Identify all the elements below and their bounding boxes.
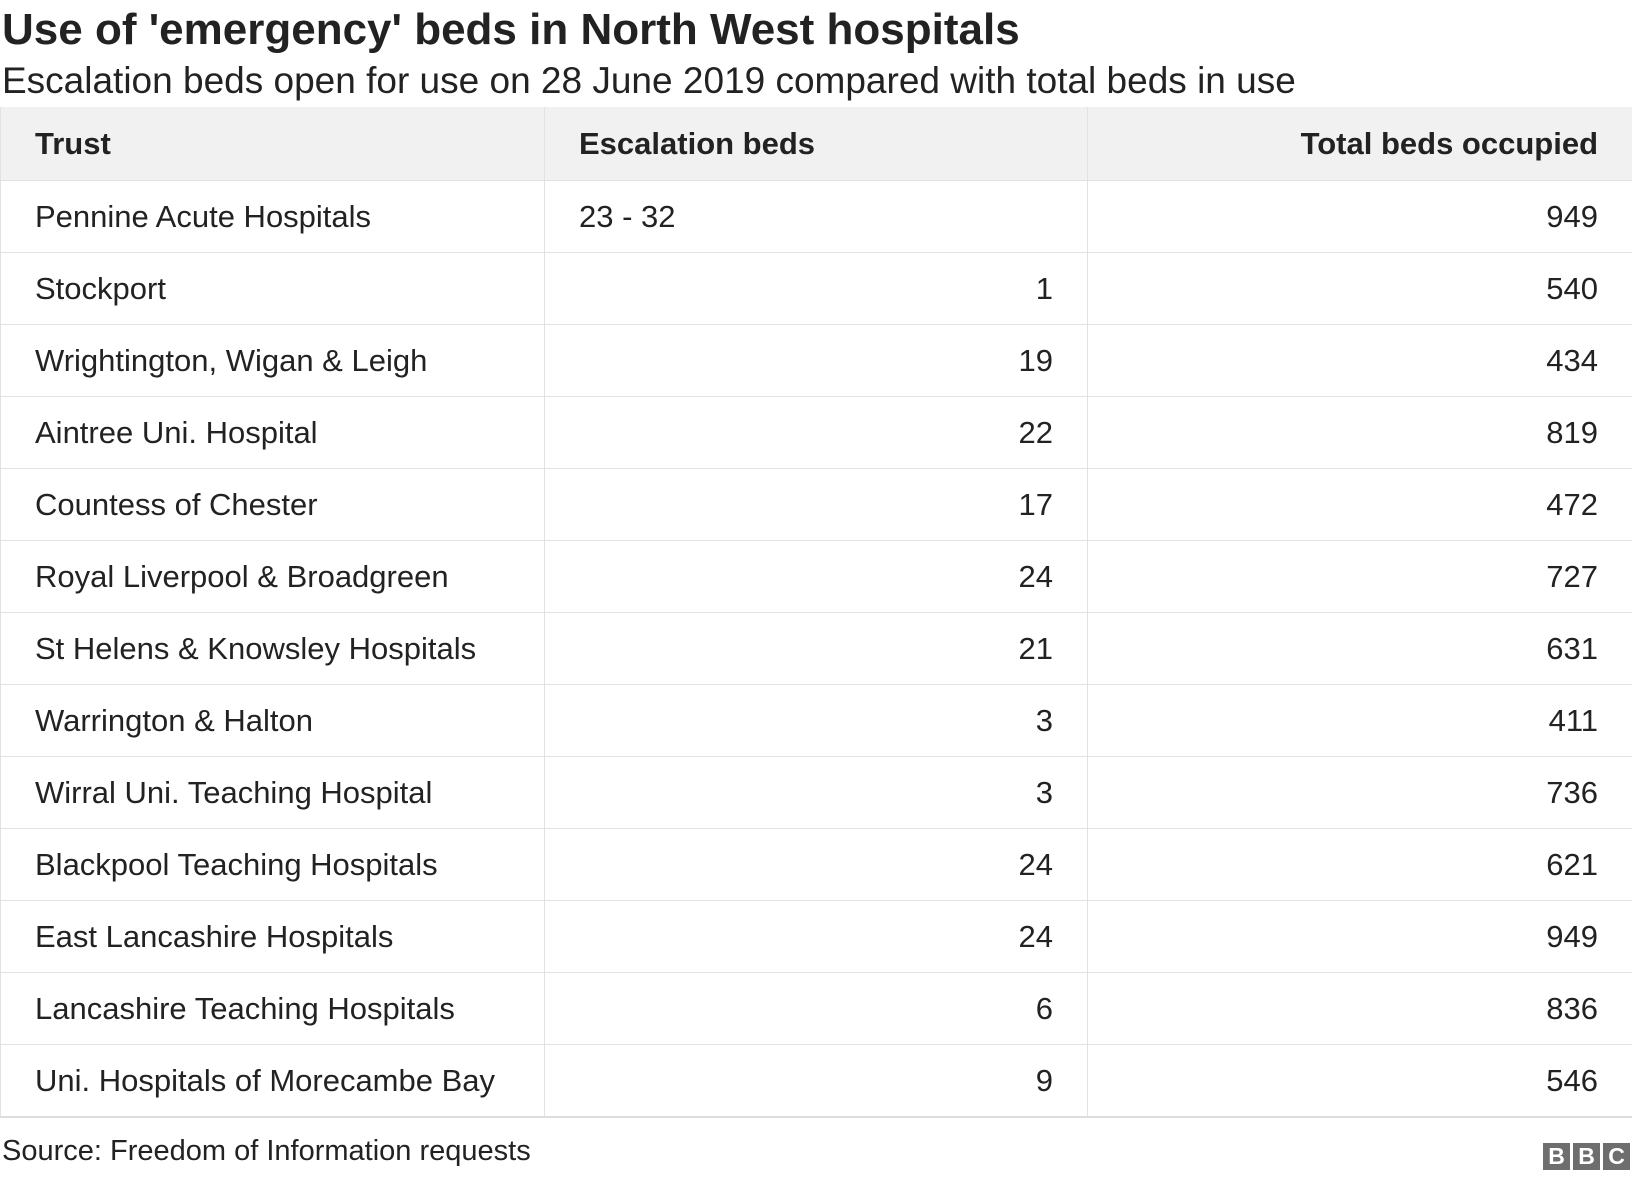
cell-trust: Aintree Uni. Hospital	[0, 396, 545, 469]
cell-total-beds: 736	[1087, 756, 1632, 829]
table-row: Wrightington, Wigan & Leigh 19 434	[0, 324, 1632, 397]
cell-trust: Warrington & Halton	[0, 684, 545, 757]
cell-escalation-beds: 24	[544, 828, 1088, 901]
cell-trust: Royal Liverpool & Broadgreen	[0, 540, 545, 613]
cell-escalation-beds: 3	[544, 756, 1088, 829]
cell-escalation-beds: 24	[544, 540, 1088, 613]
chart-subtitle: Escalation beds open for use on 28 June …	[2, 60, 1296, 101]
table-row: Stockport 1 540	[0, 252, 1632, 325]
data-table-container: Trust Escalation beds Total beds occupie…	[0, 107, 1632, 1118]
table-body: Pennine Acute Hospitals 23 - 32 949 Stockpo…	[0, 180, 1632, 1116]
cell-escalation-beds: 24	[544, 900, 1088, 973]
bbc-logo-letter: B	[1543, 1143, 1570, 1170]
cell-trust: East Lancashire Hospitals	[0, 900, 545, 973]
cell-trust: St Helens & Knowsley Hospitals	[0, 612, 545, 685]
table-row: Countess of Chester 17 472	[0, 468, 1632, 541]
cell-total-beds: 540	[1087, 252, 1632, 325]
table-header: Trust Escalation beds Total beds occupie…	[0, 107, 1632, 181]
cell-trust: Blackpool Teaching Hospitals	[0, 828, 545, 901]
cell-escalation-beds: 22	[544, 396, 1088, 469]
source-note: Source: Freedom of Information requests	[2, 1135, 531, 1167]
table-row: St Helens & Knowsley Hospitals 21 631	[0, 612, 1632, 685]
cell-total-beds: 949	[1087, 900, 1632, 973]
bbc-logo: B B C	[1543, 1143, 1630, 1170]
cell-escalation-beds: 21	[544, 612, 1088, 685]
cell-total-beds: 621	[1087, 828, 1632, 901]
cell-trust: Countess of Chester	[0, 468, 545, 541]
chart-title: Use of 'emergency' beds in North West ho…	[2, 5, 1020, 54]
cell-escalation-beds: 6	[544, 972, 1088, 1045]
table-row: Uni. Hospitals of Morecambe Bay 9 546	[0, 1044, 1632, 1116]
cell-total-beds: 949	[1087, 180, 1632, 253]
bbc-logo-letter: C	[1603, 1143, 1630, 1170]
cell-trust: Pennine Acute Hospitals	[0, 180, 545, 253]
column-header-total-beds: Total beds occupied	[1087, 107, 1632, 181]
cell-escalation-beds: 23 - 32	[544, 180, 1088, 253]
cell-total-beds: 836	[1087, 972, 1632, 1045]
column-header-trust: Trust	[0, 107, 545, 181]
table-row: Aintree Uni. Hospital 22 819	[0, 396, 1632, 469]
cell-total-beds: 472	[1087, 468, 1632, 541]
cell-escalation-beds: 9	[544, 1044, 1088, 1116]
column-header-escalation-beds: Escalation beds	[544, 107, 1088, 181]
header-row: Trust Escalation beds Total beds occupie…	[0, 107, 1632, 181]
table-row: Royal Liverpool & Broadgreen 24 727	[0, 540, 1632, 613]
cell-total-beds: 411	[1087, 684, 1632, 757]
cell-escalation-beds: 1	[544, 252, 1088, 325]
table-row: Pennine Acute Hospitals 23 - 32 949	[0, 180, 1632, 253]
cell-total-beds: 819	[1087, 396, 1632, 469]
cell-trust: Wrightington, Wigan & Leigh	[0, 324, 545, 397]
table-row: Blackpool Teaching Hospitals 24 621	[0, 828, 1632, 901]
cell-escalation-beds: 17	[544, 468, 1088, 541]
cell-trust: Uni. Hospitals of Morecambe Bay	[0, 1044, 545, 1116]
data-table: Trust Escalation beds Total beds occupie…	[0, 107, 1632, 1116]
cell-escalation-beds: 19	[544, 324, 1088, 397]
table-row: Warrington & Halton 3 411	[0, 684, 1632, 757]
cell-total-beds: 546	[1087, 1044, 1632, 1116]
table-row: East Lancashire Hospitals 24 949	[0, 900, 1632, 973]
cell-trust: Wirral Uni. Teaching Hospital	[0, 756, 545, 829]
cell-trust: Lancashire Teaching Hospitals	[0, 972, 545, 1045]
table-row: Lancashire Teaching Hospitals 6 836	[0, 972, 1632, 1045]
table-row: Wirral Uni. Teaching Hospital 3 736	[0, 756, 1632, 829]
bbc-logo-letter: B	[1573, 1143, 1600, 1170]
cell-total-beds: 727	[1087, 540, 1632, 613]
cell-total-beds: 631	[1087, 612, 1632, 685]
cell-escalation-beds: 3	[544, 684, 1088, 757]
cell-trust: Stockport	[0, 252, 545, 325]
cell-total-beds: 434	[1087, 324, 1632, 397]
